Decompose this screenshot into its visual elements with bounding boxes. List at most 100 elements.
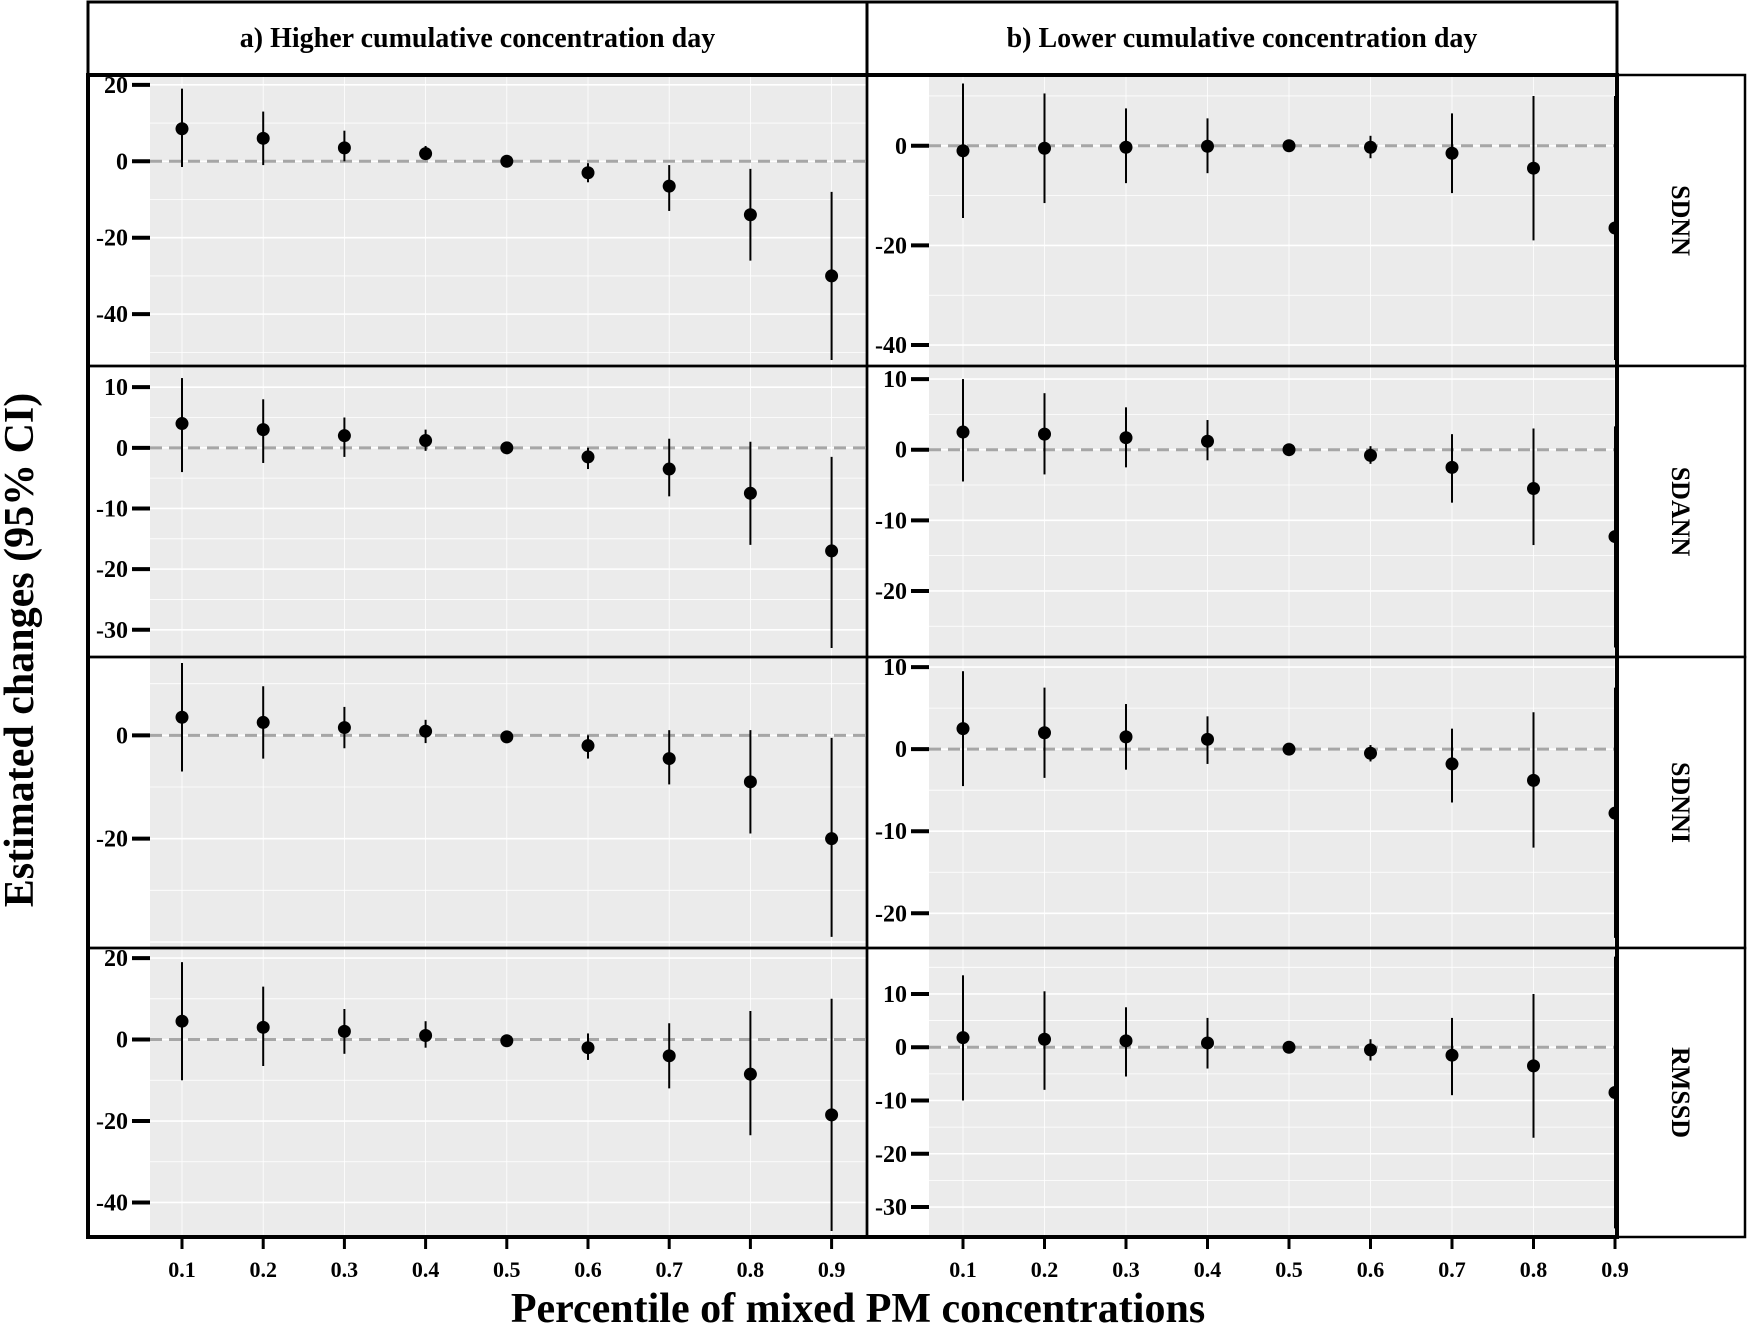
estimate-point — [500, 441, 514, 455]
y-tick-label: -40 — [96, 1190, 128, 1216]
estimate-point — [1201, 139, 1214, 153]
x-tick-label: 0.1 — [168, 1257, 196, 1282]
x-tick-label: 0.7 — [1438, 1257, 1466, 1282]
panel-background — [150, 657, 867, 948]
panel-sdnn-lower: 0 -20 -40 — [875, 75, 1622, 366]
estimate-point — [256, 423, 270, 437]
estimate-point — [825, 832, 839, 846]
estimate-point — [825, 269, 839, 283]
estimate-point — [1201, 732, 1214, 746]
y-tick-label: -20 — [875, 1142, 907, 1168]
estimate-point — [825, 544, 839, 558]
estimate-point — [1445, 1048, 1459, 1062]
y-tick-label: -20 — [96, 1109, 128, 1135]
y-tick-label: -10 — [875, 1088, 907, 1114]
y-axis-title: Estimated changes (95% CI) — [0, 393, 43, 907]
y-tick-label: -30 — [96, 618, 128, 644]
estimate-point — [1364, 746, 1377, 760]
estimate-point — [1282, 1040, 1296, 1054]
x-tick-label: 0.8 — [1520, 1257, 1548, 1282]
frames-layer — [86, 0, 1747, 1249]
labels-layer: a) Higher cumulative concentration day b)… — [168, 23, 1695, 1282]
panel-sdnni-lower: 10 0 -10 -20 — [875, 655, 1622, 948]
estimate-point — [956, 1031, 970, 1045]
y-tick-label: -40 — [96, 302, 128, 328]
estimate-point — [956, 144, 970, 158]
x-tick-label: 0.3 — [331, 1257, 359, 1282]
estimate-point — [419, 434, 433, 448]
y-tick-label: 0 — [116, 436, 128, 462]
estimate-point — [1527, 482, 1540, 496]
estimate-point — [419, 724, 433, 738]
y-tick-label: 10 — [883, 655, 907, 681]
y-tick-label: -10 — [875, 819, 907, 845]
y-tick-label: 10 — [104, 375, 128, 401]
estimate-point — [419, 147, 433, 161]
x-axis-title: Percentile of mixed PM concentrations — [511, 1286, 1205, 1332]
estimate-point — [175, 1014, 189, 1028]
estimate-point — [581, 1041, 595, 1055]
estimate-point — [1445, 757, 1459, 771]
estimate-point — [337, 141, 351, 155]
estimate-point — [1527, 773, 1540, 787]
estimate-point — [256, 131, 270, 145]
y-tick-label: 0 — [116, 149, 128, 175]
y-tick-label: 0 — [895, 134, 907, 160]
panel-background — [929, 948, 1617, 1237]
estimate-point — [956, 425, 970, 439]
y-tick-label: -20 — [875, 233, 907, 259]
y-tick-label: 0 — [895, 737, 907, 763]
row-strip-label-rmssd: RMSSD — [1666, 1047, 1695, 1138]
estimate-point — [581, 450, 595, 464]
estimate-point — [256, 715, 270, 729]
y-tick-label: -20 — [875, 901, 907, 927]
estimate-point — [743, 1067, 757, 1081]
estimate-point — [662, 179, 676, 193]
y-tick-label: 0 — [116, 1028, 128, 1054]
estimate-point — [581, 166, 595, 180]
x-tick-label: 0.2 — [249, 1257, 277, 1282]
estimate-point — [1119, 140, 1133, 154]
estimate-point — [337, 1024, 351, 1038]
estimate-point — [1038, 726, 1051, 740]
panel-sdann-higher: 10 0 -10 -20 -30 — [96, 366, 867, 657]
estimate-point — [500, 1034, 514, 1048]
estimate-point — [1364, 1043, 1377, 1057]
estimate-point — [1445, 460, 1459, 474]
y-tick-label: -30 — [875, 1195, 907, 1221]
estimate-point — [500, 730, 514, 744]
y-tick-label: 20 — [104, 73, 128, 99]
estimate-point — [1282, 742, 1296, 756]
column-header-higher: a) Higher cumulative concentration day — [240, 23, 715, 54]
estimate-point — [662, 462, 676, 476]
estimate-point — [419, 1028, 433, 1042]
estimate-point — [256, 1020, 270, 1034]
estimate-point — [581, 739, 595, 753]
y-tick-label: -10 — [875, 508, 907, 534]
estimate-point — [1364, 448, 1377, 462]
x-tick-label: 0.4 — [1194, 1257, 1222, 1282]
y-tick-label: -20 — [96, 827, 128, 853]
estimate-point — [956, 722, 970, 736]
panel-sdnni-higher: 0 -20 — [96, 657, 867, 948]
estimate-point — [1038, 141, 1051, 155]
estimate-point — [175, 417, 189, 431]
estimate-point — [337, 429, 351, 443]
x-tick-label: 0.3 — [1112, 1257, 1140, 1282]
row-strip-box — [1615, 364, 1747, 659]
y-tick-label: -20 — [96, 226, 128, 252]
panel-rmssd-lower: 10 0 -10 -20 -30 — [875, 948, 1622, 1237]
y-tick-label: -40 — [875, 333, 907, 359]
estimate-point — [1364, 140, 1377, 154]
estimate-point — [825, 1108, 839, 1122]
x-tick-label: 0.8 — [737, 1257, 765, 1282]
x-tick-label: 0.4 — [412, 1257, 440, 1282]
y-tick-label: 10 — [883, 982, 907, 1008]
estimate-point — [1119, 431, 1133, 445]
row-strip-label-sdnni: SDNNI — [1666, 762, 1695, 843]
y-tick-label: 0 — [895, 1035, 907, 1061]
panel-background — [150, 75, 867, 366]
estimate-point — [662, 752, 676, 766]
estimate-point — [175, 710, 189, 724]
y-tick-label: -20 — [96, 557, 128, 583]
